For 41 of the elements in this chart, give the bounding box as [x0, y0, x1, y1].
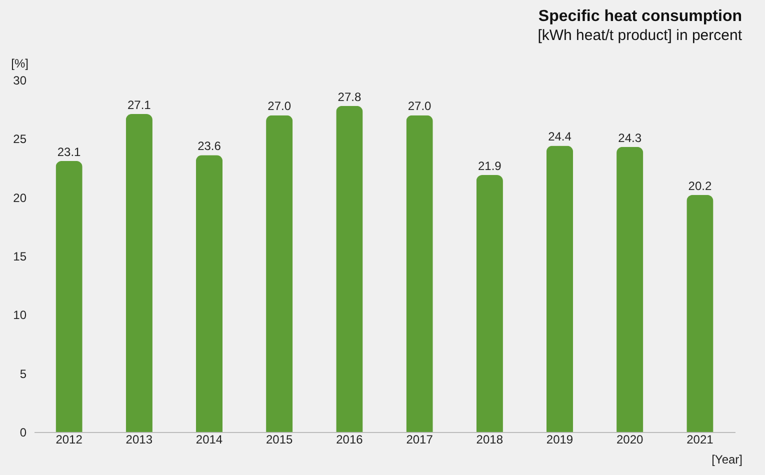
x-tick-label: 2015: [266, 432, 294, 446]
y-tick-label: 5: [20, 366, 27, 381]
x-tick-label: 2017: [406, 432, 434, 446]
y-tick-label: 15: [13, 250, 27, 264]
bar: [686, 194, 714, 432]
y-tick-label: 25: [13, 132, 27, 146]
data-label: 24.4: [548, 130, 572, 144]
data-label: 23.1: [57, 144, 82, 159]
x-tick-label: 2016: [336, 432, 364, 446]
x-axis-title: [Year]: [712, 452, 742, 466]
x-tick-label: 2021: [686, 432, 714, 446]
y-axis-title: [%]: [11, 56, 28, 70]
bar: [336, 106, 363, 432]
bar: [56, 160, 82, 432]
bar: [126, 114, 152, 432]
x-tick-label: 2018: [476, 432, 504, 446]
bar: [266, 115, 293, 432]
data-label: 27.8: [338, 90, 362, 104]
y-tick-label: 0: [20, 426, 27, 440]
data-label: 20.2: [688, 178, 712, 193]
bar: [406, 115, 433, 432]
x-tick-label: 2012: [56, 432, 83, 446]
y-tick-label: 10: [13, 308, 27, 322]
x-tick-label: 2019: [546, 432, 574, 446]
bar: [476, 175, 503, 432]
x-tick-label: 2020: [616, 432, 644, 446]
y-tick-label: 20: [13, 190, 27, 205]
data-label: 21.9: [478, 159, 502, 174]
y-tick-label: 30: [13, 74, 27, 88]
bar: [546, 146, 574, 432]
data-label: 27.1: [127, 98, 152, 112]
x-tick-label: 2014: [196, 432, 223, 446]
chart-subtitle: [kWh heat/t product] in percent: [538, 27, 743, 44]
data-label: 23.6: [198, 139, 222, 154]
data-label: 27.0: [268, 99, 292, 114]
bar: [616, 146, 644, 432]
data-label: 24.3: [618, 130, 642, 145]
data-label: 27.0: [408, 99, 432, 114]
bar: [196, 155, 223, 432]
x-tick-label: 2013: [126, 432, 153, 446]
chart-title: Specific heat consumption: [538, 8, 742, 25]
